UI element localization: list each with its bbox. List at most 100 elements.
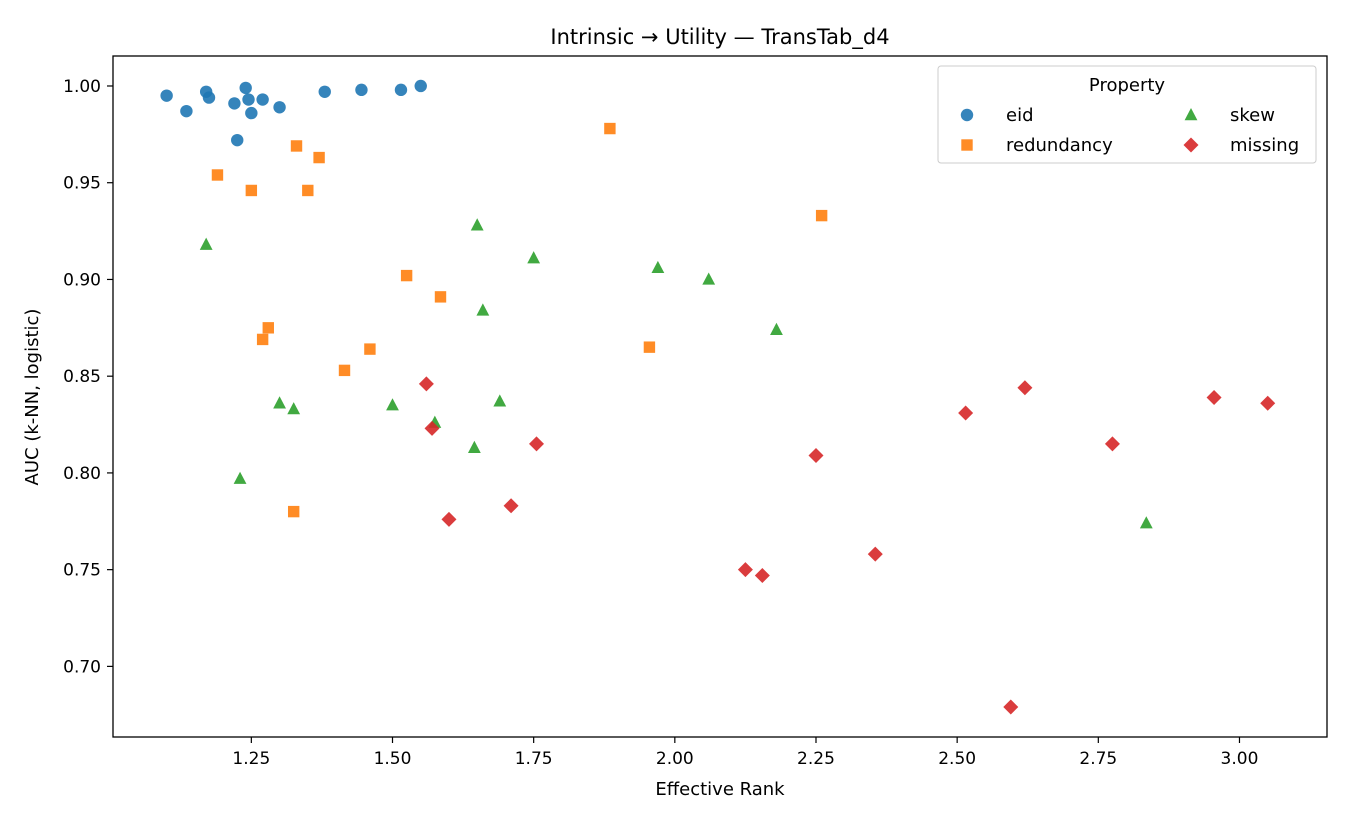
missing-point	[754, 567, 770, 583]
missing-point	[503, 498, 519, 514]
redundancy-point	[364, 343, 376, 355]
redundancy-point	[287, 505, 300, 518]
redundancy-point	[643, 341, 656, 353]
redundancy-point	[245, 184, 258, 197]
eid-point	[355, 83, 368, 97]
legend: Property eid redundancy skew missing	[937, 65, 1317, 164]
legend-marker-missing	[1183, 137, 1199, 153]
data-points	[160, 79, 1276, 715]
eid-point	[242, 93, 255, 106]
series-redundancy	[211, 122, 828, 518]
plot-area-frame	[112, 55, 1328, 738]
legend-title: Property	[1089, 75, 1166, 96]
y-tick-label: 1.00	[63, 77, 101, 97]
legend-item-eid: eid	[960, 105, 1034, 126]
skew-point	[702, 272, 716, 285]
missing-point	[737, 562, 753, 578]
skew-point	[476, 303, 490, 316]
missing-point	[441, 511, 457, 527]
x-tick-label: 1.25	[232, 749, 270, 769]
x-tick-label: 1.75	[515, 749, 553, 769]
missing-point	[528, 436, 544, 452]
x-tick-label: 2.75	[1079, 749, 1117, 769]
skew-point	[527, 251, 541, 264]
skew-point	[1139, 516, 1153, 529]
missing-point	[1017, 380, 1033, 396]
chart-title: Intrinsic → Utility — TransTab_d4	[550, 25, 889, 50]
series-eid	[160, 79, 427, 147]
x-tick-label: 3.00	[1221, 749, 1259, 769]
missing-point	[958, 405, 974, 421]
redundancy-point	[290, 140, 303, 152]
redundancy-point	[400, 269, 413, 282]
x-tick-label: 1.50	[374, 749, 412, 769]
legend-entries: eid redundancy skew missing	[960, 105, 1299, 156]
missing-point	[1104, 436, 1120, 452]
redundancy-point	[211, 169, 224, 181]
missing-point	[424, 420, 440, 436]
legend-marker-eid	[960, 108, 974, 122]
redundancy-point	[256, 333, 269, 346]
skew-point	[287, 402, 301, 415]
legend-frame	[937, 65, 1317, 164]
x-axis-ticks: 1.25 1.50 1.75 2.00 2.25 2.50 2.75 3.00	[232, 737, 1258, 769]
skew-point	[493, 394, 507, 407]
y-tick-label: 0.85	[63, 367, 101, 387]
redundancy-point	[434, 291, 447, 303]
eid-point	[180, 104, 193, 118]
redundancy-point	[815, 209, 828, 222]
missing-point	[1260, 395, 1276, 411]
missing-point	[867, 546, 883, 562]
legend-marker-skew	[1184, 108, 1198, 121]
eid-point	[245, 106, 258, 120]
skew-point	[273, 396, 286, 409]
redundancy-point	[262, 322, 274, 334]
skew-point	[770, 322, 783, 335]
skew-point	[233, 471, 247, 484]
legend-label: missing	[1230, 135, 1299, 156]
y-axis-ticks: 0.70 0.75 0.80 0.85 0.90 0.95 1.00	[63, 77, 113, 677]
skew-point	[651, 260, 665, 274]
eid-point	[256, 93, 269, 106]
eid-point	[273, 101, 286, 114]
skew-point	[467, 440, 481, 453]
eid-point	[394, 83, 408, 97]
legend-marker-redundancy	[961, 139, 973, 151]
y-tick-label: 0.80	[63, 464, 101, 484]
x-tick-label: 2.50	[938, 749, 976, 769]
missing-point	[418, 376, 434, 392]
missing-point	[1003, 699, 1019, 715]
legend-label: skew	[1230, 105, 1275, 126]
legend-item-missing: missing	[1183, 135, 1299, 156]
y-axis-label: AUC (k-NN, logistic)	[22, 309, 43, 486]
missing-point	[1206, 389, 1222, 405]
skew-point	[470, 218, 484, 231]
x-axis-label: Effective Rank	[655, 779, 785, 800]
eid-point	[239, 81, 252, 95]
skew-point	[199, 237, 213, 250]
legend-label: eid	[1006, 105, 1034, 126]
eid-point	[414, 79, 427, 93]
legend-label: redundancy	[1006, 135, 1113, 156]
y-tick-label: 0.95	[63, 174, 101, 194]
eid-point	[231, 133, 244, 147]
redundancy-point	[313, 151, 325, 164]
x-tick-label: 2.25	[797, 749, 835, 769]
redundancy-point	[302, 184, 314, 197]
eid-point	[318, 85, 331, 98]
redundancy-point	[604, 122, 616, 135]
series-skew	[199, 218, 1153, 529]
eid-point	[160, 89, 173, 102]
legend-item-redundancy: redundancy	[961, 135, 1113, 156]
redundancy-point	[338, 364, 351, 377]
legend-item-skew: skew	[1184, 105, 1275, 126]
y-tick-label: 0.70	[63, 657, 101, 677]
skew-point	[386, 398, 399, 411]
series-missing	[418, 376, 1276, 715]
eid-point	[202, 91, 216, 104]
y-tick-label: 0.75	[63, 561, 101, 581]
y-tick-label: 0.90	[63, 270, 101, 290]
missing-point	[808, 448, 824, 464]
eid-point	[228, 97, 241, 110]
